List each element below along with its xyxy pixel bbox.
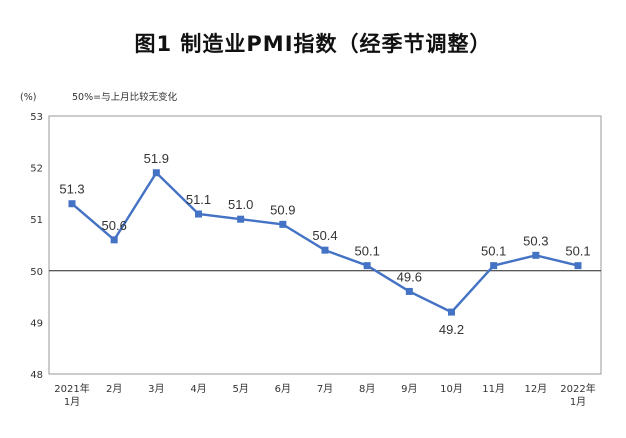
x-axis-ticks: 2021年 1月 2月 3月 4月 5月 6月 7月 8月 9月 10月 11月 12月 2022年 1月 (54, 382, 595, 408)
y-tick-label: 50 (30, 267, 43, 278)
y-tick-label: 53 (30, 112, 43, 123)
data-label: 50.1 (355, 244, 380, 259)
x-tick-label: 3月 (148, 383, 164, 395)
plot-area-frame (48, 115, 602, 375)
data-labels: 51.3 50.6 51.9 51.1 51.0 50.9 50.4 50.1 49.6 49.2… (59, 151, 590, 337)
y-axis-ticks: 48 49 50 51 52 53 (30, 112, 43, 381)
x-tick-label: 2022年 1月 (560, 382, 595, 408)
data-label: 51.9 (144, 151, 169, 166)
data-label: 51.1 (186, 192, 211, 207)
x-tick-label: 10月 (440, 383, 463, 395)
data-point-marker (110, 236, 118, 244)
y-axis-unit-label: (%) (20, 92, 36, 103)
x-tick-label: 7月 (317, 383, 333, 395)
data-label: 50.9 (270, 202, 295, 217)
x-tick-label: 8月 (359, 383, 375, 395)
data-point-marker (195, 210, 202, 218)
y-tick-label: 49 (30, 318, 43, 329)
x-tick-label: 2月 (106, 383, 122, 395)
data-point-marker (574, 262, 582, 270)
data-label: 49.6 (397, 269, 422, 284)
x-tick-label: 6月 (275, 383, 291, 395)
data-point-marker (405, 287, 413, 295)
data-markers (68, 169, 582, 316)
data-label: 50.3 (523, 233, 548, 248)
x-tick-label: 9月 (401, 383, 417, 395)
data-point-marker (152, 169, 160, 177)
data-point-marker (68, 200, 76, 208)
data-point-marker (490, 262, 498, 270)
data-point-marker (237, 215, 245, 223)
x-tick-label: 12月 (524, 383, 547, 395)
y-tick-label: 52 (30, 164, 43, 175)
data-label: 50.6 (102, 218, 127, 233)
x-tick-label: 11月 (482, 383, 505, 395)
x-tick-label: 5月 (232, 383, 248, 395)
data-label: 51.0 (228, 197, 253, 212)
data-label: 51.3 (59, 182, 84, 197)
data-label: 50.1 (481, 244, 506, 259)
data-label: 50.4 (312, 228, 337, 243)
y-tick-label: 51 (30, 215, 43, 226)
x-tick-label: 2021年 1月 (54, 382, 89, 408)
chart-annotation: 50%=与上月比较无变化 (72, 91, 178, 103)
x-tick-label: 4月 (190, 383, 206, 395)
chart-title: 图1 制造业PMI指数（经季节调整） (134, 32, 492, 56)
data-point-marker (532, 251, 540, 259)
data-label: 50.1 (565, 244, 590, 259)
data-point-marker (279, 220, 287, 228)
data-point-marker (321, 246, 329, 254)
data-point-marker (448, 308, 455, 316)
data-label: 49.2 (439, 322, 464, 337)
y-tick-label: 48 (30, 370, 43, 381)
data-point-marker (363, 262, 371, 270)
